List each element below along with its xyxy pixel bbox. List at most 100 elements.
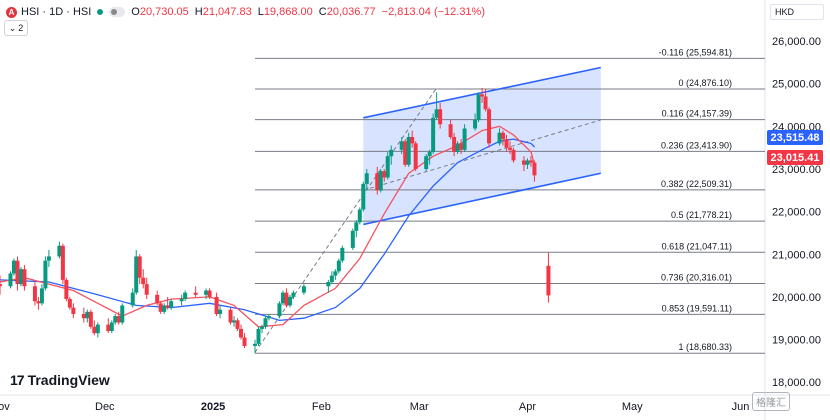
channel-lower-line bbox=[363, 172, 601, 226]
candle-body bbox=[71, 307, 76, 314]
candle-body bbox=[169, 301, 174, 308]
candle-body bbox=[546, 265, 551, 296]
fib-level-label: 1 (18,680.33) bbox=[678, 342, 732, 352]
open-label: O bbox=[131, 6, 140, 18]
candle-body bbox=[301, 286, 306, 293]
y-tick-label: 22,000.00 bbox=[772, 207, 821, 219]
fib-level-label: 0.853 (19,591.11) bbox=[662, 303, 732, 313]
candle-body bbox=[336, 260, 341, 272]
candle-body bbox=[116, 316, 121, 323]
candle-body bbox=[508, 147, 512, 150]
candle-body bbox=[235, 320, 240, 329]
candle-body bbox=[214, 296, 219, 314]
candle-body bbox=[399, 141, 404, 150]
tradingview-logo[interactable]: 17 TradingView bbox=[10, 372, 110, 388]
channel-fill bbox=[363, 67, 601, 225]
candle-body bbox=[361, 183, 366, 210]
candle-body bbox=[92, 326, 97, 334]
fib-level-label: -0.116 (25,594.81) bbox=[659, 47, 732, 57]
candle-body bbox=[504, 139, 509, 148]
candle-body bbox=[497, 132, 502, 144]
candle-body bbox=[242, 337, 247, 346]
candle-body bbox=[277, 303, 282, 317]
candle-body bbox=[39, 288, 44, 304]
candle-body bbox=[0, 284, 2, 287]
change-value: −2,813.04 (−12.31%) bbox=[381, 6, 485, 18]
close-value: 20,036.77 bbox=[326, 6, 376, 18]
candle-body bbox=[109, 322, 114, 332]
candle-body bbox=[179, 299, 184, 302]
candle-body bbox=[378, 171, 383, 191]
candle-body bbox=[532, 162, 537, 176]
low-value: 19,868.00 bbox=[263, 6, 313, 18]
candle-body bbox=[287, 296, 292, 306]
candle-body bbox=[501, 132, 506, 140]
candle-body bbox=[95, 324, 100, 334]
candle-body bbox=[473, 119, 478, 129]
candle-body bbox=[144, 284, 149, 295]
candle-body bbox=[141, 277, 146, 285]
candle-body bbox=[22, 269, 27, 287]
ma-fast-series bbox=[0, 125, 536, 328]
candle-body bbox=[511, 149, 516, 161]
candle-body bbox=[259, 326, 264, 329]
candle-body bbox=[239, 328, 244, 338]
candle-body bbox=[333, 271, 338, 276]
ohlc-toggle[interactable] bbox=[109, 7, 126, 17]
candle-body bbox=[455, 143, 460, 152]
candle-body bbox=[382, 171, 387, 178]
candle-body bbox=[410, 137, 415, 144]
fib-level-label: 0.5 (21,778.21) bbox=[671, 210, 732, 220]
candle-body bbox=[106, 324, 111, 332]
fib-level-label: 0.116 (24,157.39) bbox=[662, 109, 732, 119]
x-tick-label: Dec bbox=[95, 401, 115, 413]
candle-body bbox=[11, 260, 16, 274]
candle-body bbox=[403, 141, 408, 165]
candle-body bbox=[130, 292, 135, 306]
candle-body bbox=[350, 230, 355, 248]
candle-body bbox=[46, 256, 51, 261]
candle-body bbox=[228, 309, 233, 323]
chevron-down-icon: ⌄ bbox=[8, 22, 17, 33]
tradingview-logo-icon: 17 bbox=[10, 372, 25, 388]
currency-label[interactable]: HKD bbox=[770, 4, 824, 20]
x-tick-label: 2025 bbox=[201, 401, 225, 413]
candle-body bbox=[120, 305, 125, 323]
candle-body bbox=[137, 256, 142, 278]
candle-body bbox=[438, 109, 443, 125]
candle-body bbox=[483, 96, 488, 110]
x-tick-label: Jun bbox=[732, 401, 750, 413]
candle-body bbox=[528, 160, 533, 163]
y-tick-label: 20,000.00 bbox=[772, 292, 821, 304]
symbol-logo-icon: A bbox=[6, 6, 17, 18]
candle-body bbox=[326, 281, 331, 287]
candle-body bbox=[88, 311, 93, 327]
candle-body bbox=[431, 117, 436, 152]
high-label: H bbox=[194, 6, 203, 18]
market-status-icon bbox=[97, 9, 104, 15]
candle-body bbox=[424, 156, 429, 169]
candle-body bbox=[354, 222, 359, 231]
candle-body bbox=[158, 303, 163, 312]
fib-level-label: 0.382 (22,509.31) bbox=[661, 179, 732, 189]
candle-body bbox=[487, 109, 492, 144]
candle-body bbox=[81, 313, 86, 319]
candle-body bbox=[18, 269, 23, 285]
candle-body bbox=[389, 149, 394, 157]
candle-body bbox=[448, 124, 453, 138]
x-tick-label: Feb bbox=[312, 401, 331, 413]
candle-body bbox=[357, 209, 362, 223]
price-badge-ma: 23,515.48 bbox=[767, 130, 823, 145]
candle-body bbox=[427, 151, 432, 157]
candle-body bbox=[162, 305, 167, 312]
indicators-collapse-button[interactable]: ⌄ 2 bbox=[4, 20, 28, 36]
watermark: 格隆汇 bbox=[752, 392, 790, 411]
open-value: 20,730.05 bbox=[139, 6, 189, 18]
ma-slow-series bbox=[0, 138, 535, 322]
y-tick-label: 19,000.00 bbox=[772, 335, 821, 347]
trend-dashed-line bbox=[254, 87, 438, 353]
symbol-title[interactable]: HSI · 1D · HSI bbox=[21, 6, 92, 18]
fib-level-label: 0 (24,876.10) bbox=[678, 78, 732, 88]
y-tick-label: 18,000.00 bbox=[772, 377, 821, 389]
